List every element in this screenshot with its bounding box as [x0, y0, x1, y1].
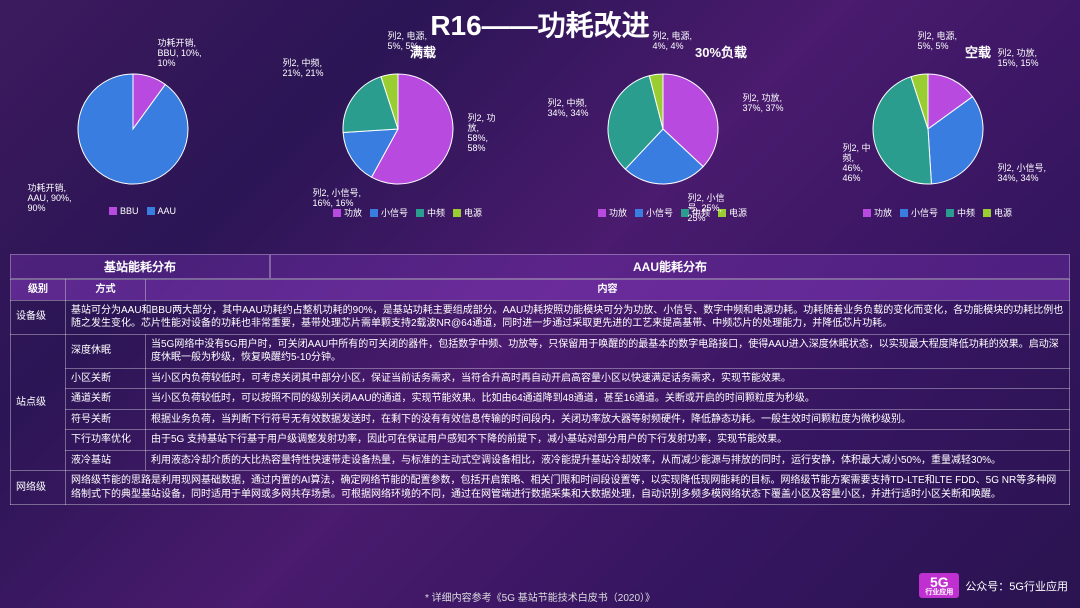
table-row: 通道关断当小区负荷较低时，可以按照不同的级别关闭AAU的通道，实现节能效果。比如… [11, 389, 1070, 410]
legend-item: 功放 [863, 206, 892, 219]
cell-level: 网络级 [11, 471, 66, 505]
pie-label: 列2, 中频,46%,46% [843, 144, 871, 184]
chart-legend: 功放小信号中频电源 [863, 206, 1012, 219]
cell-way: 深度休眠 [66, 334, 146, 368]
chart-col-2: 30%负载列2, 功放,37%, 37%列2, 小信号, 25%,25%列2, … [540, 44, 805, 254]
pie-wrap: 功耗开销,BBU, 10%,10%功耗开销,AAU, 90%,90% [53, 44, 233, 204]
cell-way: 下行功率优化 [66, 430, 146, 451]
chart-legend: BBU AAU [109, 206, 176, 216]
cell-level: 站点级 [11, 334, 66, 471]
pie-label: 列2, 电源,4%, 4% [653, 32, 693, 52]
legend-item: BBU [109, 206, 139, 216]
legend-item: 小信号 [900, 206, 938, 219]
cell-way: 通道关断 [66, 389, 146, 410]
legend-swatch [147, 207, 155, 215]
legend-swatch [416, 209, 424, 217]
legend-swatch [900, 209, 908, 217]
chart-col-1: 满载列2, 功放,58%,58%列2, 小信号,16%, 16%列2, 中频,2… [275, 44, 540, 254]
legend-item: 电源 [983, 206, 1012, 219]
pie-wrap: 列2, 功放,15%, 15%列2, 小信号,34%, 34%列2, 中频,46… [848, 44, 1028, 204]
footnote: * 详细内容参考《5G 基站节能技术白皮书（2020）》 [0, 589, 1080, 604]
legend-item: 中频 [946, 206, 975, 219]
table-row: 液冷基站利用液态冷却介质的大比热容量特性快速带走设备热量，与标准的主动式空调设备… [11, 450, 1070, 471]
table-header: 级别 [11, 280, 66, 301]
power-table: 级别方式内容设备级基站可分为AAU和BBU两大部分，其中AAU功耗约占整机功耗的… [10, 279, 1070, 505]
table-row: 小区关断当小区内负荷较低时，可考虑关闭其中部分小区，保证当前话务需求，当符合升高… [11, 368, 1070, 389]
brand-text: 公众号：5G行业应用 [965, 578, 1068, 594]
table-row: 网络级网络级节能的思路是利用现网基础数据，通过内置的AI算法，确定网络节能的配置… [11, 471, 1070, 505]
cell-way: 符号关断 [66, 409, 146, 430]
pie-label: 列2, 电源,5%, 5% [388, 32, 428, 52]
brand: 5G行业应用 公众号：5G行业应用 [919, 573, 1068, 598]
pie-label: 列2, 中频,21%, 21% [283, 59, 324, 79]
legend-swatch [333, 209, 341, 217]
charts-row: 功耗开销,BBU, 10%,10%功耗开销,AAU, 90%,90% BBU AAU… [0, 44, 1080, 254]
cell-content: 当小区负荷较低时，可以按照不同的级别关闭AAU的通道，实现节能效果。比如由64通… [146, 389, 1070, 410]
cell-content: 根据业务负荷，当判断下行符号无有效数据发送时，在剩下的没有有效信息传输的时间段内… [146, 409, 1070, 430]
cell-content: 由于5G 支持基站下行基于用户级调整发射功率，因此可在保证用户感知不下降的前提下… [146, 430, 1070, 451]
cell-way: 小区关断 [66, 368, 146, 389]
cell-content: 当小区内负荷较低时，可考虑关闭其中部分小区，保证当前话务需求，当符合升高时再自动… [146, 368, 1070, 389]
legend-item: 电源 [453, 206, 482, 219]
legend-swatch [453, 209, 461, 217]
chart-legend: 功放小信号中频电源 [598, 206, 747, 219]
table-header: 方式 [66, 280, 146, 301]
pie-chart [53, 44, 233, 204]
pie-wrap: 列2, 功放,58%,58%列2, 小信号,16%, 16%列2, 中频,21%… [318, 44, 498, 204]
legend-item: 中频 [416, 206, 445, 219]
cell-level: 设备级 [11, 300, 66, 334]
cell-content: 网络级节能的思路是利用现网基础数据，通过内置的AI算法，确定网络节能的配置参数，… [66, 471, 1070, 505]
pie-label: 列2, 功放,37%, 37% [743, 94, 784, 114]
section-header-left: 基站能耗分布 [10, 254, 270, 279]
pie-chart [583, 44, 763, 204]
brand-logo: 5G行业应用 [919, 573, 959, 598]
legend-swatch [983, 209, 991, 217]
legend-item: 小信号 [370, 206, 408, 219]
legend-swatch [598, 209, 606, 217]
legend-swatch [946, 209, 954, 217]
legend-swatch [635, 209, 643, 217]
section-headers: 基站能耗分布 AAU能耗分布 [10, 254, 1070, 279]
legend-swatch [370, 209, 378, 217]
pie-label: 列2, 小信号,16%, 16% [313, 189, 362, 209]
table-row: 下行功率优化由于5G 支持基站下行基于用户级调整发射功率，因此可在保证用户感知不… [11, 430, 1070, 451]
table-row: 符号关断根据业务负荷，当判断下行符号无有效数据发送时，在剩下的没有有效信息传输的… [11, 409, 1070, 430]
chart-col-0: 功耗开销,BBU, 10%,10%功耗开销,AAU, 90%,90% BBU AAU [10, 44, 275, 254]
cell-content: 当5G网络中没有5G用户时，可关闭AAU中所有的可关闭的器件，包括数字中频、功放… [146, 334, 1070, 368]
section-header-right: AAU能耗分布 [270, 254, 1070, 279]
pie-label: 列2, 功放,58%,58% [468, 114, 496, 154]
cell-content: 基站可分为AAU和BBU两大部分，其中AAU功耗约占整机功耗的90%，是基站功耗… [66, 300, 1070, 334]
pie-label: 列2, 功放,15%, 15% [998, 49, 1039, 69]
pie-label: 列2, 中频,34%, 34% [548, 99, 589, 119]
pie-slice-AAU [77, 74, 187, 184]
pie-wrap: 列2, 功放,37%, 37%列2, 小信号, 25%,25%列2, 中频,34… [583, 44, 763, 204]
pie-label: 功耗开销,AAU, 90%,90% [28, 184, 72, 214]
legend-item: 功放 [598, 206, 627, 219]
table-header: 内容 [146, 280, 1070, 301]
chart-col-3: 空载列2, 功放,15%, 15%列2, 小信号,34%, 34%列2, 中频,… [805, 44, 1070, 254]
table-row: 设备级基站可分为AAU和BBU两大部分，其中AAU功耗约占整机功耗的90%，是基… [11, 300, 1070, 334]
cell-content: 利用液态冷却介质的大比热容量特性快速带走设备热量，与标准的主动式空调设备相比，液… [146, 450, 1070, 471]
cell-way: 液冷基站 [66, 450, 146, 471]
pie-label: 列2, 小信号, 25%,25% [688, 194, 725, 224]
legend-item: 小信号 [635, 206, 673, 219]
pie-label: 列2, 电源,5%, 5% [918, 32, 958, 52]
legend-swatch [109, 207, 117, 215]
pie-label: 列2, 小信号,34%, 34% [998, 164, 1047, 184]
legend-swatch [863, 209, 871, 217]
legend-item: AAU [147, 206, 177, 216]
table-row: 站点级深度休眠当5G网络中没有5G用户时，可关闭AAU中所有的可关闭的器件，包括… [11, 334, 1070, 368]
pie-label: 功耗开销,BBU, 10%,10% [158, 39, 202, 69]
